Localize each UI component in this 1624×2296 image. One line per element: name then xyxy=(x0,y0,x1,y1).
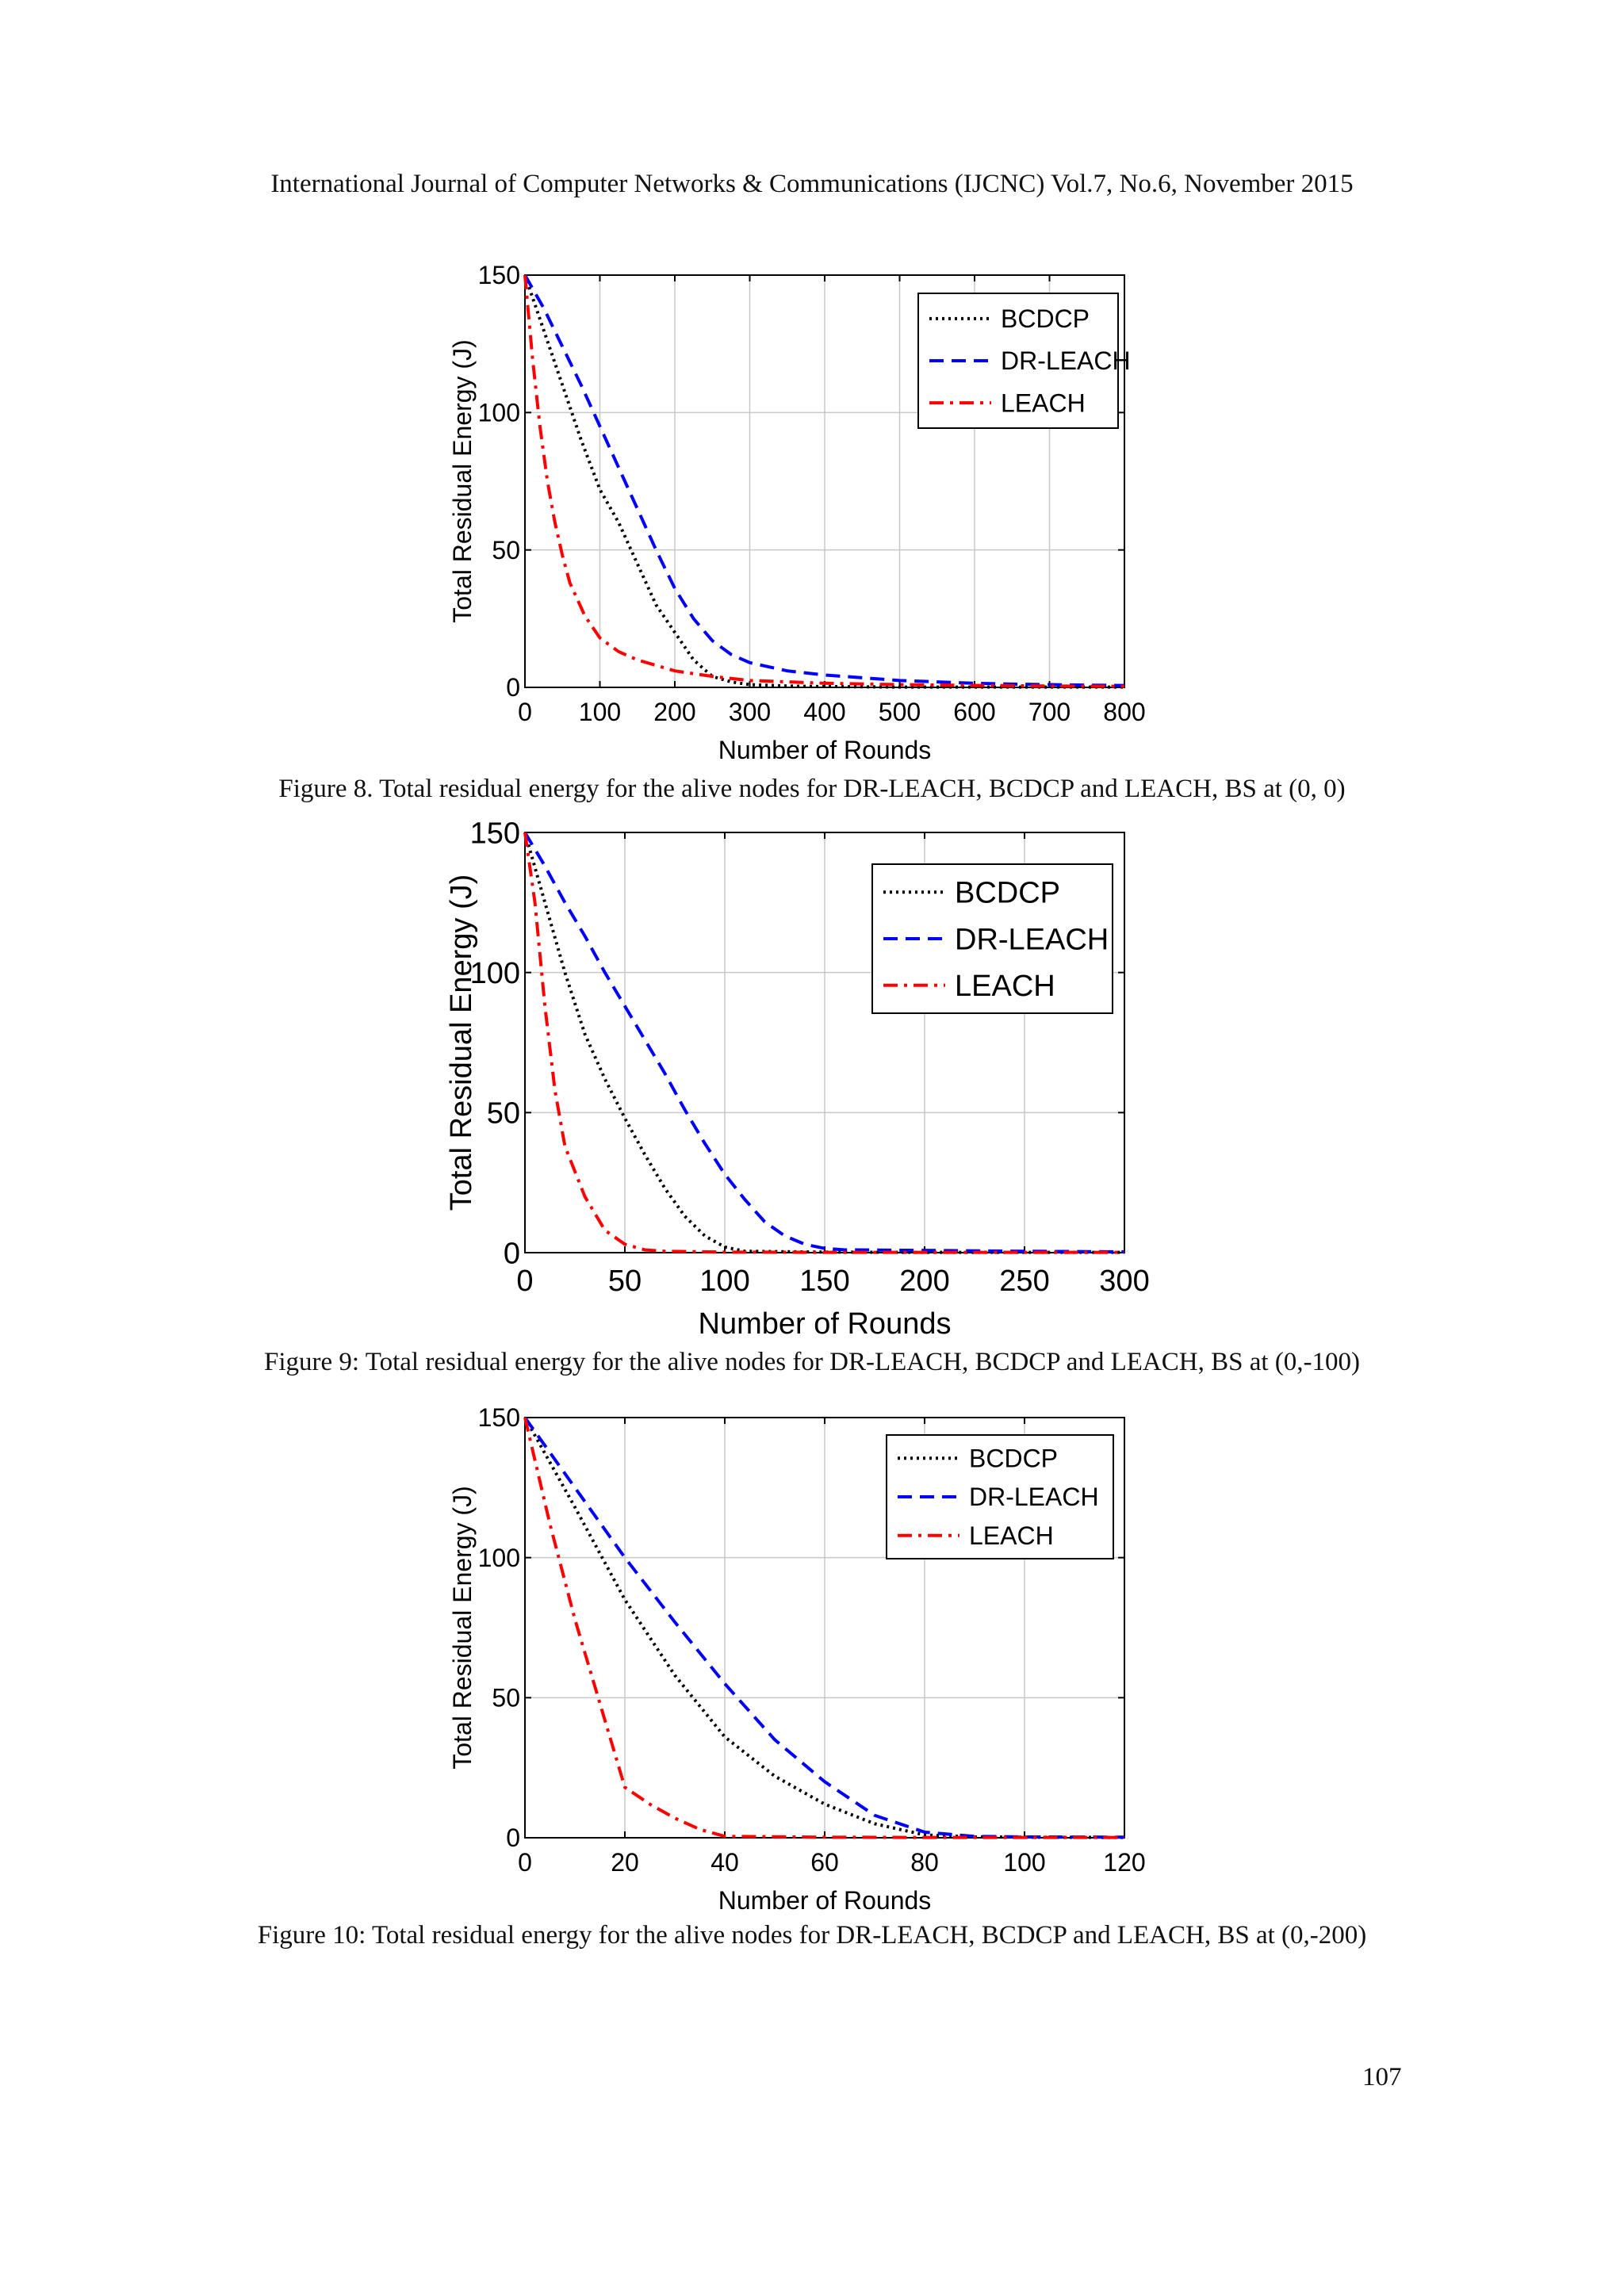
x-tick-label: 40 xyxy=(710,1848,739,1877)
series-line-bcdcp xyxy=(523,274,1124,689)
series-line-bcdcp xyxy=(523,832,1124,1254)
x-tick-label: 200 xyxy=(653,698,695,726)
legend-label-dr-leach: DR-LEACH xyxy=(955,923,1109,956)
legend-label-leach: LEACH xyxy=(955,970,1055,1003)
x-tick-label: 500 xyxy=(879,698,921,726)
y-tick-label: 150 xyxy=(478,1403,520,1432)
x-tick-label: 300 xyxy=(1099,1265,1149,1298)
legend-label-leach: LEACH xyxy=(969,1521,1054,1550)
legend-label-bcdcp: BCDCP xyxy=(955,877,1060,910)
x-tick-label: 50 xyxy=(608,1265,642,1298)
x-tick-label: 100 xyxy=(579,698,621,726)
y-tick-label: 50 xyxy=(492,1684,520,1712)
legend-label-bcdcp: BCDCP xyxy=(1001,304,1090,333)
x-tick-label: 150 xyxy=(799,1265,849,1298)
figure-9-caption: Figure 9: Total residual energy for the … xyxy=(264,1348,1360,1376)
x-axis-label: Number of Rounds xyxy=(699,1307,952,1341)
x-tick-label: 100 xyxy=(1003,1848,1045,1877)
x-tick-label: 200 xyxy=(899,1265,949,1298)
series-line-leach xyxy=(523,1417,1124,1839)
legend-label-dr-leach: DR-LEACH xyxy=(1001,346,1131,375)
x-axis-label: Number of Rounds xyxy=(718,1886,932,1915)
x-tick-label: 120 xyxy=(1103,1848,1145,1877)
figure-8-caption: Figure 8. Total residual energy for the … xyxy=(278,775,1346,803)
y-axis-label: Total Residual Energy (J) xyxy=(448,1486,477,1769)
x-tick-label: 300 xyxy=(729,698,771,726)
y-tick-label: 100 xyxy=(478,1544,520,1572)
x-axis-label: Number of Rounds xyxy=(718,736,932,764)
y-axis-label: Total Residual Energy (J) xyxy=(448,339,477,622)
y-tick-label: 150 xyxy=(478,261,520,289)
x-tick-label: 60 xyxy=(810,1848,839,1877)
journal-header: International Journal of Computer Networ… xyxy=(270,170,1354,198)
x-tick-label: 700 xyxy=(1028,698,1071,726)
figure-10-chart: 0 20 40 60 80 100 120 0 50 100 150 Number of Rounds… xyxy=(448,1403,1146,1915)
x-tick-label: 0 xyxy=(516,1265,533,1298)
y-axis-label: Total Residual Energy (J) xyxy=(445,874,478,1211)
figure-8-chart: 0 100 200 300 400 500 600 700 800 0 50 100 150 Number… xyxy=(448,261,1146,764)
legend-label-leach: LEACH xyxy=(1001,388,1086,417)
y-tick-label: 100 xyxy=(478,399,520,427)
y-tick-label: 0 xyxy=(506,673,520,702)
figure-10-caption: Figure 10: Total residual energy for the… xyxy=(257,1921,1367,1950)
x-tick-label: 0 xyxy=(518,698,532,726)
series-line-leach xyxy=(523,832,1124,1254)
x-tick-label: 800 xyxy=(1103,698,1145,726)
y-tick-label: 0 xyxy=(506,1823,520,1852)
page-number: 107 xyxy=(1362,2063,1402,2091)
x-tick-label: 250 xyxy=(999,1265,1049,1298)
y-tick-label: 50 xyxy=(487,1097,520,1131)
y-tick-label: 100 xyxy=(470,957,520,990)
legend-label-bcdcp: BCDCP xyxy=(969,1444,1058,1472)
y-tick-label: 0 xyxy=(504,1237,520,1270)
figure-9-chart: 0 50 100 150 200 250 300 0 50 100 150 Number of Rou… xyxy=(445,817,1150,1341)
legend-label-dr-leach: DR-LEACH xyxy=(969,1483,1099,1511)
series-line-dr-leach xyxy=(523,831,1125,1253)
y-tick-label: 50 xyxy=(492,536,520,564)
x-tick-label: 600 xyxy=(953,698,995,726)
x-tick-label: 20 xyxy=(611,1848,639,1877)
x-tick-label: 400 xyxy=(803,698,845,726)
x-tick-label: 100 xyxy=(699,1265,749,1298)
x-tick-label: 0 xyxy=(518,1848,532,1877)
series-line-dr-leach xyxy=(523,274,1125,687)
series-line-leach xyxy=(523,274,1125,688)
y-tick-label: 150 xyxy=(470,817,520,850)
x-tick-label: 80 xyxy=(910,1848,939,1877)
